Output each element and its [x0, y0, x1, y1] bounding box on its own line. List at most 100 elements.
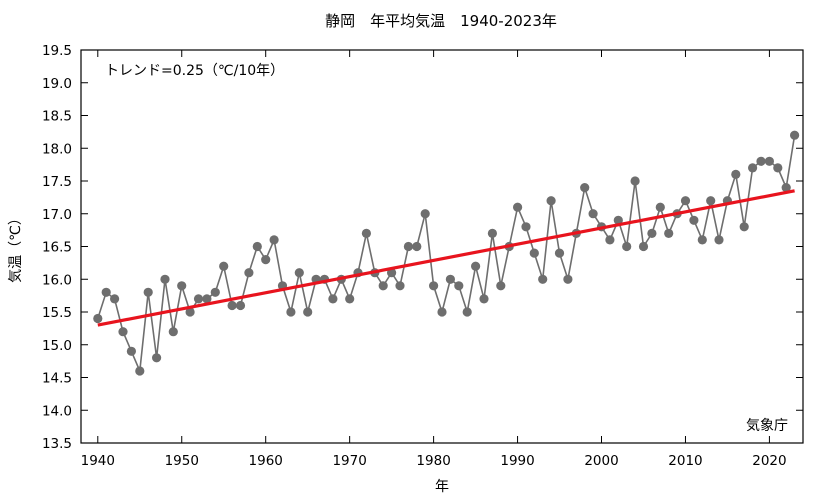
y-tick-label: 15.0 [42, 338, 72, 354]
data-point [219, 261, 229, 271]
data-point [513, 202, 523, 212]
y-tick-label: 16.5 [42, 240, 72, 256]
data-point [227, 300, 237, 311]
data-point [479, 294, 489, 304]
y-tick-label: 13.5 [42, 436, 72, 452]
data-point [664, 228, 674, 238]
data-point [647, 228, 657, 238]
y-tick-label: 17.0 [42, 207, 72, 223]
data-point [412, 241, 422, 252]
data-point [605, 235, 615, 245]
x-tick-label: 1950 [165, 453, 199, 469]
data-point [185, 307, 195, 317]
data-point [630, 176, 640, 186]
y-tick-label: 15.5 [42, 305, 72, 321]
axis-ticks: 13.5 14.0 14.5 15.0 15.5 16.0 16.5 17.0 17.5 18.0… [42, 43, 803, 469]
data-point [655, 202, 665, 212]
data-point [93, 313, 103, 324]
y-tick-label: 19.0 [42, 76, 72, 92]
data-point [202, 294, 212, 304]
data-point [781, 183, 791, 193]
data-point [546, 196, 556, 206]
data-point [487, 228, 497, 238]
data-point [345, 294, 355, 304]
data-point [303, 307, 313, 317]
data-point [193, 294, 204, 304]
data-point [177, 281, 187, 291]
data-point [143, 287, 153, 297]
data-point [529, 248, 539, 258]
data-point [739, 222, 749, 232]
data-point [462, 307, 472, 317]
data-point [135, 366, 145, 376]
data-point [429, 281, 439, 291]
y-tick-label: 17.5 [42, 174, 72, 190]
data-point [210, 287, 220, 297]
data-point [622, 241, 632, 252]
y-tick-label: 19.5 [42, 43, 72, 59]
trend-layer [97, 189, 795, 327]
x-tick-label: 2000 [584, 453, 618, 469]
y-tick-label: 14.0 [42, 403, 72, 419]
y-tick-label: 18.0 [42, 141, 72, 157]
x-tick-label: 1990 [500, 453, 534, 469]
data-point [588, 209, 598, 219]
x-axis-label: 年 [435, 479, 449, 495]
data-point [697, 235, 707, 245]
series-line [97, 135, 796, 375]
trend-label: トレンド=0.25（℃/10年） [105, 63, 284, 79]
data-point [714, 235, 724, 245]
data-point [361, 228, 371, 238]
data-point [731, 169, 741, 179]
data-point [538, 274, 548, 284]
data-point [445, 274, 455, 284]
data-point [395, 281, 405, 291]
data-point [773, 163, 783, 173]
data-point [580, 183, 590, 193]
x-tick-label: 1960 [249, 453, 283, 469]
chart-title: 静岡 年平均気温 1940-2023年 [325, 12, 557, 30]
x-tick-label: 2010 [668, 453, 702, 469]
data-point [126, 346, 136, 356]
data-point [294, 268, 304, 278]
x-tick-label: 2020 [752, 453, 786, 469]
data-point [638, 241, 649, 252]
data-point [521, 222, 531, 232]
data-point [756, 156, 766, 166]
data-point [471, 261, 481, 271]
data-point [563, 274, 573, 284]
data-point [235, 300, 246, 311]
data-point [689, 215, 699, 225]
plot-area [80, 49, 804, 444]
data-point [680, 196, 691, 206]
data-point [613, 215, 623, 225]
data-point [286, 307, 296, 317]
data-point [554, 248, 565, 258]
trend-line [97, 189, 795, 327]
data-point [790, 130, 800, 140]
data-point [110, 294, 120, 304]
data-point [420, 209, 430, 219]
data-point [764, 156, 775, 166]
y-tick-label: 16.0 [42, 272, 72, 288]
data-point [706, 196, 716, 206]
data-point [101, 287, 111, 297]
data-point [118, 327, 128, 337]
data-point [328, 294, 338, 304]
x-tick-label: 1970 [332, 453, 366, 469]
y-tick-label: 14.5 [42, 371, 72, 387]
data-point [269, 235, 279, 245]
y-tick-label: 18.5 [42, 109, 72, 125]
source-label: 気象庁 [746, 418, 788, 434]
data-point [496, 281, 506, 291]
data-point [403, 241, 413, 252]
data-point [748, 163, 758, 173]
data-point [252, 241, 262, 252]
data-point [437, 307, 447, 317]
data-point [152, 353, 162, 363]
x-tick-label: 1980 [416, 453, 450, 469]
data-point [454, 281, 464, 291]
data-point [160, 274, 170, 284]
data-point [378, 281, 388, 291]
